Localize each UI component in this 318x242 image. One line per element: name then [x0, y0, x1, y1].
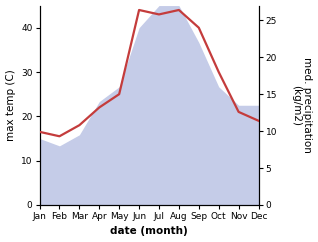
Y-axis label: max temp (C): max temp (C) — [5, 69, 16, 141]
X-axis label: date (month): date (month) — [110, 227, 188, 236]
Y-axis label: med. precipitation
(kg/m2): med. precipitation (kg/m2) — [291, 57, 313, 153]
